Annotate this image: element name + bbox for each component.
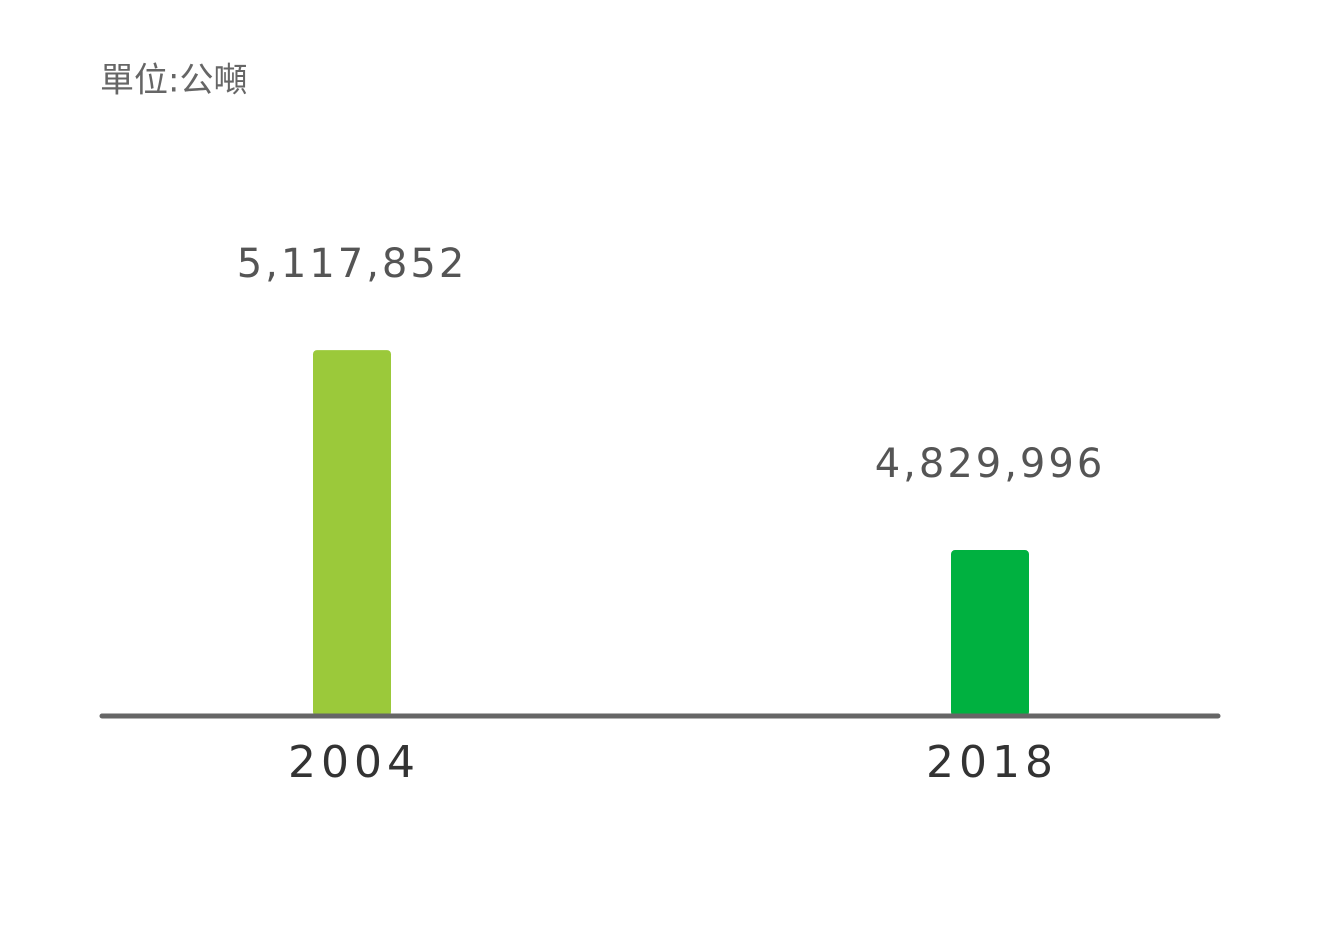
value-label: 5,117,852 [237,241,468,287]
unit-label: 單位:公噸 [100,61,247,101]
value-label: 4,829,996 [875,441,1106,487]
bar [951,550,1029,716]
bar [313,350,391,716]
x-tick-label: 2018 [926,737,1058,788]
x-tick-label: 2004 [288,737,420,788]
